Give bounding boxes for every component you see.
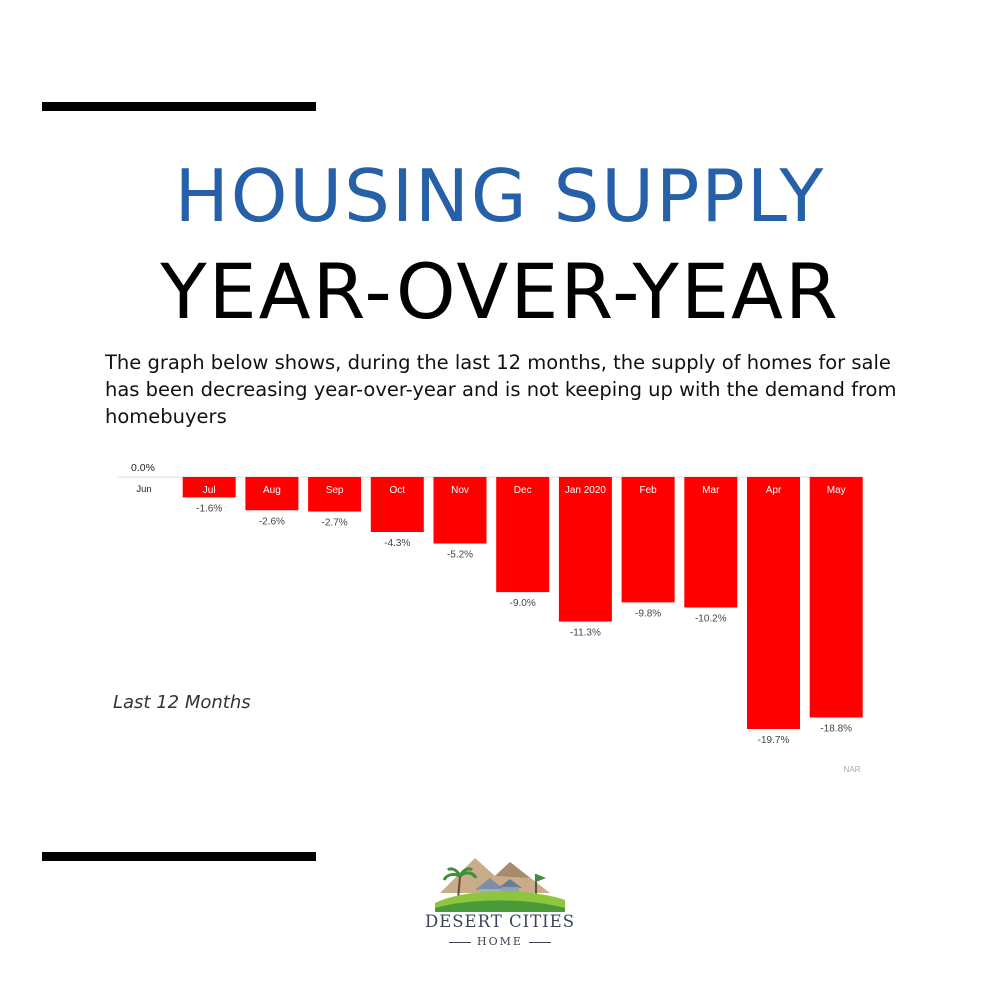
chart-period-note: Last 12 Months <box>113 692 251 713</box>
bar-mar <box>684 477 738 608</box>
bar-feb <box>621 477 675 603</box>
bar-apr <box>747 477 800 729</box>
category-label: Jul <box>203 485 216 496</box>
value-label: -18.8% <box>820 723 852 734</box>
bar-jan-2020 <box>558 477 612 622</box>
bar-aug <box>245 477 299 511</box>
house-icon <box>475 878 505 890</box>
bar-jul <box>182 477 236 498</box>
value-label: -2.7% <box>322 518 348 529</box>
category-label: Oct <box>390 485 406 496</box>
value-label: -9.0% <box>510 598 536 609</box>
value-label: -11.3% <box>570 628 601 639</box>
top-divider <box>42 102 316 111</box>
bottom-divider <box>42 852 316 861</box>
category-label: Apr <box>766 485 782 496</box>
category-label: Aug <box>263 485 281 496</box>
value-label: -10.2% <box>695 613 727 624</box>
value-label: -19.7% <box>758 735 790 746</box>
value-label: -1.6% <box>196 503 222 514</box>
category-label: Feb <box>639 485 657 496</box>
page-title: HOUSING SUPPLY <box>174 154 826 238</box>
bar-oct <box>370 477 424 533</box>
value-label: -9.8% <box>635 608 661 619</box>
bar-may <box>809 477 863 718</box>
bar-sep <box>308 477 362 512</box>
page-subtitle: YEAR-OVER-YEAR <box>160 247 840 336</box>
category-label: Jan 2020 <box>565 485 607 496</box>
golf-flag-icon <box>536 874 546 882</box>
source-label: NAR <box>844 765 861 774</box>
palm-tree-icon <box>442 867 478 881</box>
brand-name: DESERT CITIES <box>424 912 576 931</box>
desert-cities-logo <box>435 858 565 912</box>
bar-nov <box>433 477 487 544</box>
brand-subtitle: HOME <box>400 935 600 948</box>
category-label: Sep <box>326 485 344 496</box>
value-label: -2.6% <box>259 516 285 527</box>
value-label: -5.2% <box>447 550 473 561</box>
category-label: Jun <box>136 484 151 495</box>
category-label: May <box>827 485 846 496</box>
category-label: Mar <box>702 485 720 496</box>
category-label: Dec <box>514 485 532 496</box>
value-label: 0.0% <box>131 462 155 474</box>
value-label: -4.3% <box>384 538 410 549</box>
chart-description: The graph below shows, during the last 1… <box>105 351 897 428</box>
mountain-icon <box>440 858 550 893</box>
bar-dec <box>496 477 550 593</box>
category-label: Nov <box>451 485 469 496</box>
